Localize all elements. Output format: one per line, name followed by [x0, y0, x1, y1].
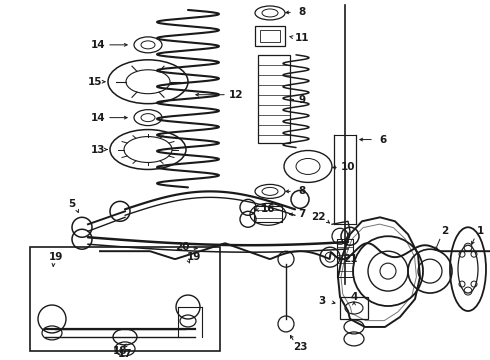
Text: 16: 16 [261, 204, 275, 214]
Bar [260, 30, 280, 42]
Text: 5: 5 [69, 199, 75, 210]
Text: 1: 1 [476, 226, 484, 236]
Text: 6: 6 [379, 135, 387, 145]
Text: 7: 7 [298, 209, 306, 219]
Text: 12: 12 [229, 90, 243, 100]
Text: 11: 11 [295, 33, 309, 43]
Text: 8: 8 [298, 7, 306, 17]
Bar [30, 247, 220, 351]
Text: 23: 23 [293, 342, 307, 352]
Text: 20: 20 [175, 242, 189, 252]
Text: 10: 10 [341, 162, 355, 172]
Text: 17: 17 [118, 349, 132, 359]
Text: 9: 9 [298, 95, 306, 105]
Text: 19: 19 [49, 252, 63, 262]
Bar [340, 297, 368, 319]
Text: 22: 22 [311, 212, 325, 222]
Text: 2: 2 [441, 226, 449, 236]
Text: 19: 19 [187, 252, 201, 262]
Text: 8: 8 [298, 186, 306, 197]
Text: 13: 13 [91, 144, 105, 154]
Bar [254, 206, 282, 222]
Text: 3: 3 [318, 296, 326, 306]
Text: 14: 14 [91, 40, 105, 50]
Bar [255, 26, 285, 46]
Text: 15: 15 [88, 77, 102, 87]
Text: 21: 21 [343, 254, 357, 264]
Text: 18: 18 [113, 346, 127, 356]
Bar [258, 55, 290, 143]
Text: 4: 4 [350, 292, 358, 302]
Text: 14: 14 [91, 113, 105, 123]
